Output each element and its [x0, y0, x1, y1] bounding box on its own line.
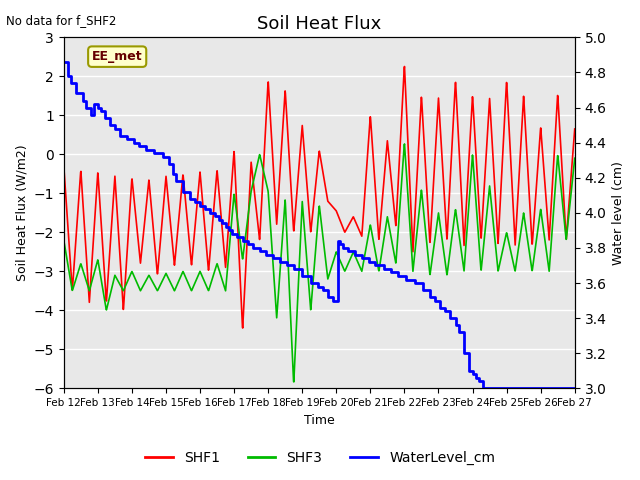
SHF3 — [60, 237, 68, 243]
SHF1 — [60, 163, 68, 169]
SHF1 — [86, 292, 93, 298]
Legend: SHF1, SHF3, WaterLevel_cm: SHF1, SHF3, WaterLevel_cm — [140, 445, 500, 471]
SHF1 — [463, 197, 470, 203]
X-axis label: Time: Time — [304, 414, 335, 427]
SHF3 — [556, 176, 564, 182]
SHF3 — [308, 286, 316, 292]
SHF1 — [239, 325, 246, 331]
SHF1 — [571, 126, 579, 132]
SHF3 — [557, 179, 564, 185]
SHF1 — [557, 138, 564, 144]
Line: SHF3: SHF3 — [64, 144, 575, 382]
SHF3 — [571, 156, 579, 161]
SHF1 — [308, 213, 316, 218]
Line: SHF1: SHF1 — [64, 67, 575, 328]
Y-axis label: Water level (cm): Water level (cm) — [612, 161, 625, 265]
SHF3 — [463, 233, 470, 239]
Y-axis label: Soil Heat Flux (W/m2): Soil Heat Flux (W/m2) — [15, 144, 28, 281]
SHF3 — [401, 141, 408, 147]
SHF3 — [86, 286, 93, 292]
SHF1 — [556, 133, 564, 139]
SHF1 — [401, 64, 408, 70]
Text: EE_met: EE_met — [92, 50, 143, 63]
Text: No data for f_SHF2: No data for f_SHF2 — [6, 14, 116, 27]
Title: Soil Heat Flux: Soil Heat Flux — [257, 15, 381, 33]
SHF3 — [290, 379, 298, 385]
SHF1 — [295, 164, 303, 169]
SHF3 — [295, 269, 303, 275]
